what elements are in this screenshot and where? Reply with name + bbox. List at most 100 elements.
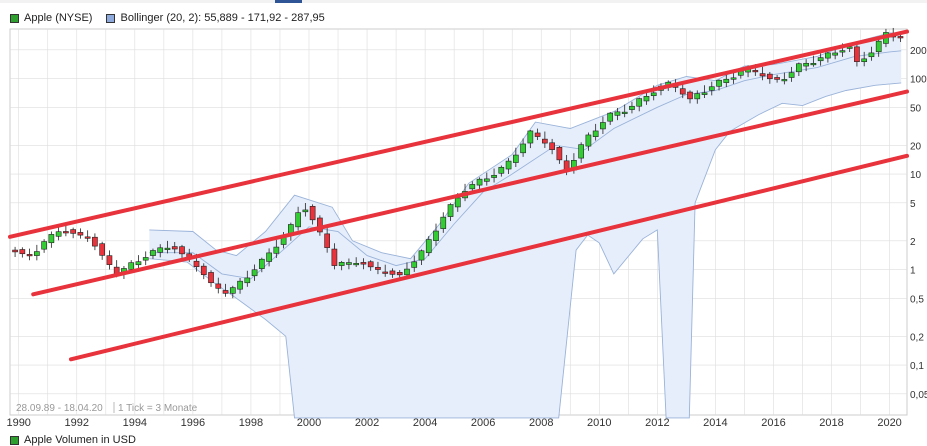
candle-body bbox=[273, 246, 280, 254]
y-tick-label: 200 bbox=[910, 46, 927, 57]
y-axis: 0,05 0,1 0,2 0,5 1 2 5 10 20 50 100 200 bbox=[910, 46, 927, 401]
volume-swatch-icon bbox=[10, 435, 19, 445]
candle-body bbox=[621, 111, 628, 114]
candle-body bbox=[222, 290, 229, 294]
candle-body bbox=[868, 52, 875, 58]
candle-body bbox=[832, 52, 838, 56]
candle-body bbox=[752, 70, 759, 73]
legend-item-apple[interactable]: Apple (NYSE) bbox=[10, 12, 92, 24]
candle-body bbox=[150, 250, 156, 256]
candle-body bbox=[607, 112, 614, 122]
x-tick-label: 2006 bbox=[471, 417, 495, 429]
candle-body bbox=[810, 63, 817, 66]
candle-body bbox=[520, 143, 526, 154]
candle-body bbox=[629, 105, 635, 110]
candle-body bbox=[404, 268, 410, 276]
candle-body bbox=[527, 130, 534, 144]
y-tick-label: 0,5 bbox=[910, 294, 924, 305]
candle-body bbox=[708, 86, 715, 91]
candle-body bbox=[817, 57, 824, 62]
x-tick-label: 2000 bbox=[297, 417, 321, 429]
candle-body bbox=[41, 241, 47, 250]
candle-body bbox=[687, 91, 693, 100]
x-tick-label: 1996 bbox=[181, 417, 205, 429]
candle-body bbox=[237, 280, 243, 290]
candle-body bbox=[592, 130, 599, 137]
candle-body bbox=[375, 266, 381, 270]
chart-legend: Apple (NYSE) Bollinger (20, 2): 55,889 -… bbox=[10, 11, 339, 25]
candle-body bbox=[244, 277, 251, 284]
candle-body bbox=[614, 111, 621, 116]
candle-body bbox=[854, 46, 860, 63]
candle-body bbox=[803, 62, 809, 67]
date-range-info: 28.09.89 - 18.04.20 bbox=[16, 403, 103, 414]
candle-body bbox=[48, 234, 55, 244]
candle-body bbox=[730, 77, 737, 80]
x-tick-label: 1990 bbox=[6, 417, 30, 429]
x-tick-label: 1994 bbox=[123, 417, 147, 429]
candle-body bbox=[164, 247, 171, 250]
x-tick-label: 1998 bbox=[239, 417, 263, 429]
candle-body bbox=[215, 283, 222, 289]
candle-body bbox=[454, 197, 461, 208]
candle-body bbox=[317, 217, 323, 233]
y-tick-label: 10 bbox=[910, 170, 922, 181]
candle-body bbox=[84, 236, 91, 239]
candle-body bbox=[788, 72, 795, 78]
y-tick-label: 0,1 bbox=[910, 361, 924, 372]
candle-body bbox=[505, 160, 512, 170]
candle-body bbox=[229, 287, 236, 294]
candle-body bbox=[534, 132, 541, 137]
candle-body bbox=[694, 93, 701, 100]
candle-body bbox=[157, 247, 164, 253]
x-tick-label: 2010 bbox=[587, 417, 611, 429]
bollinger-upper-line bbox=[149, 32, 902, 260]
candle-body bbox=[556, 147, 563, 161]
bollinger-middle-line bbox=[149, 50, 902, 280]
candle-body bbox=[447, 204, 454, 217]
candle-body bbox=[897, 36, 904, 39]
candle-body bbox=[469, 184, 476, 190]
x-tick-label: 2002 bbox=[355, 417, 379, 429]
y-tick-label: 2 bbox=[910, 237, 916, 248]
top-border bbox=[0, 0, 927, 3]
candle-body bbox=[63, 231, 69, 234]
x-tick-label: 2014 bbox=[703, 417, 727, 429]
candle-body bbox=[77, 232, 84, 236]
candle-body bbox=[200, 265, 207, 276]
candle-body bbox=[70, 229, 76, 234]
y-tick-label: 5 bbox=[910, 199, 916, 210]
legend-bollinger-label: Bollinger (20, 2): 55,889 - 171,92 - 287… bbox=[120, 12, 325, 24]
candle-body bbox=[861, 58, 868, 63]
candle-body bbox=[324, 233, 330, 248]
candle-body bbox=[142, 257, 149, 261]
x-tick-label: 1992 bbox=[65, 417, 89, 429]
candlesticks bbox=[12, 27, 904, 299]
candle-body bbox=[512, 154, 519, 163]
trendlines bbox=[8, 29, 909, 362]
candle-body bbox=[774, 77, 780, 80]
candle-body bbox=[367, 261, 374, 268]
trendline bbox=[31, 89, 909, 297]
candle-body bbox=[781, 79, 788, 82]
volume-legend[interactable]: Apple Volumen in USD bbox=[10, 434, 136, 446]
candle-body bbox=[650, 92, 657, 97]
candle-body bbox=[643, 96, 650, 102]
candle-body bbox=[331, 248, 338, 266]
bollinger-lower-line bbox=[149, 82, 902, 419]
candle-body bbox=[26, 254, 33, 257]
candle-body bbox=[701, 92, 708, 95]
candle-body bbox=[825, 52, 831, 59]
candle-body bbox=[498, 166, 505, 174]
bollinger-swatch-icon bbox=[106, 13, 116, 23]
candle-body bbox=[382, 271, 389, 274]
candle-body bbox=[295, 212, 301, 228]
candle-body bbox=[251, 269, 258, 277]
candle-body bbox=[759, 73, 766, 77]
candle-body bbox=[266, 252, 272, 262]
x-tick-label: 2008 bbox=[529, 417, 553, 429]
legend-item-bollinger[interactable]: Bollinger (20, 2): 55,889 - 171,92 - 287… bbox=[106, 12, 325, 24]
candle-body bbox=[193, 260, 200, 267]
candle-body bbox=[549, 142, 555, 150]
